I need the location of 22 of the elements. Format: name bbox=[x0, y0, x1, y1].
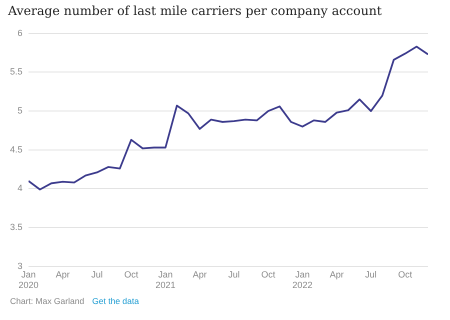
y-tick-label: 5.5 bbox=[10, 66, 23, 77]
text: Chart: Max Garland bbox=[10, 296, 84, 306]
x-tick-label: Jan 2020 bbox=[18, 269, 39, 290]
x-tick-label: Oct bbox=[261, 269, 276, 280]
x-tick-label: Apr bbox=[192, 269, 207, 280]
x-tick-label: Apr bbox=[330, 269, 344, 280]
text: Get the data bbox=[92, 296, 139, 306]
x-tick-label: Jan 2021 bbox=[155, 269, 176, 290]
x-tick-label: Jan 2022 bbox=[292, 269, 312, 290]
x-tick-label: Oct bbox=[398, 269, 413, 280]
x-tick-label: Oct bbox=[124, 269, 139, 280]
chart-title: Average number of last mile carriers per company account bbox=[8, 3, 382, 18]
y-tick-label: 3.5 bbox=[10, 222, 23, 232]
x-tick-label: Jul bbox=[228, 269, 240, 280]
x-tick-label: Jul bbox=[365, 269, 377, 280]
x-tick-label: Apr bbox=[56, 269, 70, 280]
y-tick-label: 4 bbox=[17, 183, 23, 194]
x-tick-label: Jul bbox=[91, 269, 103, 280]
y-tick-label: 6 bbox=[17, 28, 23, 38]
y-tick-label: 3 bbox=[17, 260, 23, 271]
y-tick-label: 4.5 bbox=[10, 144, 23, 154]
y-tick-label: 5 bbox=[17, 106, 23, 116]
